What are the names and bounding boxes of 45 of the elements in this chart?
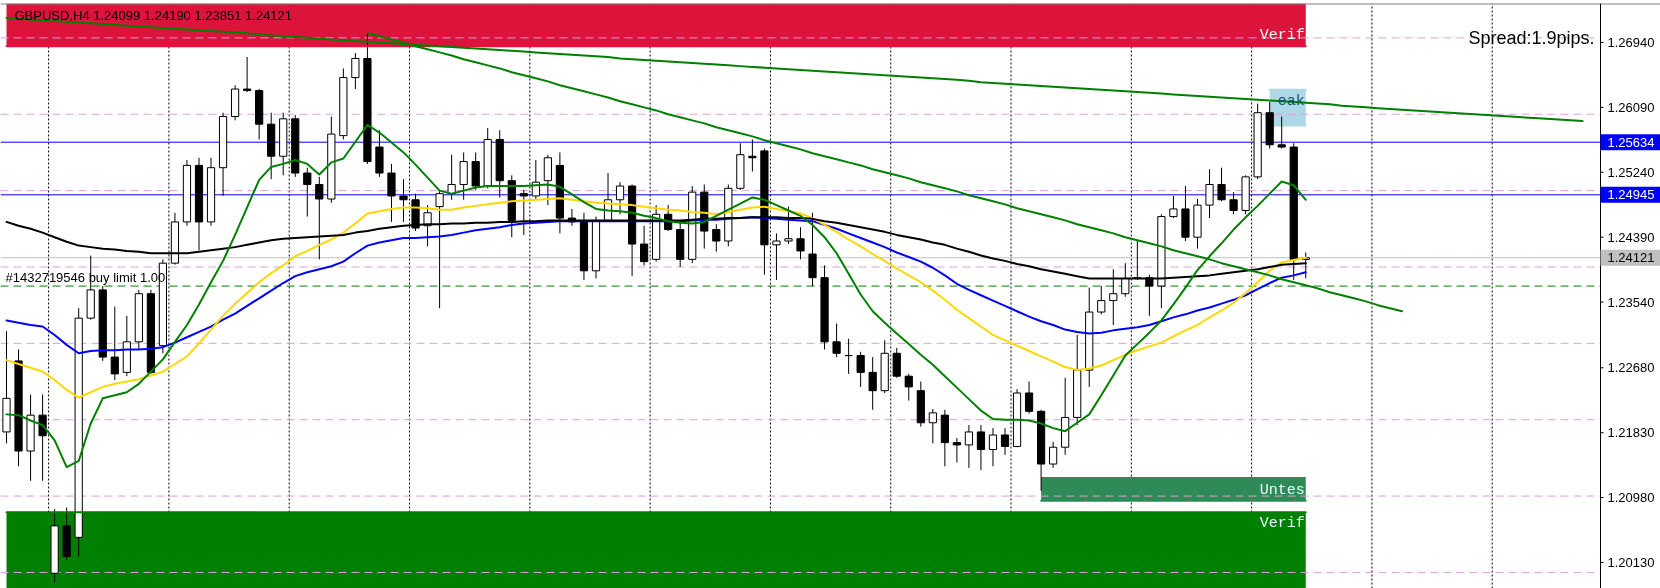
candlestick	[796, 226, 805, 260]
series-label: Verif	[1259, 27, 1305, 45]
candlestick	[964, 424, 974, 469]
candlestick	[351, 52, 360, 90]
candlestick	[1217, 167, 1226, 202]
candlestick	[1024, 381, 1034, 415]
annotation: Spread:1.9pips.	[1468, 27, 1595, 48]
candlestick	[543, 154, 552, 206]
candlestick	[1169, 195, 1178, 219]
candlestick	[303, 167, 312, 218]
y-tick-label: 1.25240	[1607, 164, 1655, 180]
candlestick	[1049, 441, 1058, 469]
candlestick	[904, 373, 913, 402]
candlestick	[952, 437, 961, 463]
y-tick-label: 1.26940	[1607, 34, 1655, 50]
ref-line-label: 1.24121	[1607, 250, 1655, 266]
candlestick	[615, 181, 625, 215]
candlestick	[459, 151, 468, 201]
candlestick	[1277, 116, 1286, 150]
candlestick	[976, 424, 986, 471]
chart-title: GBPUSD,H4 1.24099 1.24190 1.23851 1.24121	[14, 7, 293, 23]
candlestick	[748, 138, 757, 173]
y-tick-label: 1.26090	[1607, 99, 1655, 115]
candlestick	[1229, 191, 1238, 215]
candlestick	[243, 56, 252, 93]
y-tick-label: 1.21830	[1607, 425, 1655, 441]
candlestick	[928, 408, 937, 444]
candlestick	[387, 163, 396, 223]
candlestick	[856, 351, 865, 388]
y-tick-label: 1.20130	[1607, 555, 1655, 571]
series-label: Verif	[1259, 515, 1305, 533]
y-tick-label: 1.22680	[1607, 360, 1655, 376]
candlestick	[988, 427, 998, 467]
y-tick-label: 1.20980	[1607, 490, 1655, 506]
candlestick	[110, 306, 119, 381]
y-tick-label: 1.24390	[1607, 229, 1655, 245]
candlestick	[712, 223, 721, 253]
candlestick	[832, 322, 841, 358]
series-label: Untes	[1259, 481, 1305, 499]
ref-line-label: 1.25634	[1607, 134, 1655, 150]
ref-line-label: 1.24945	[1607, 187, 1655, 203]
y-tick-label: 1.23540	[1607, 294, 1655, 310]
candlestick	[868, 356, 877, 411]
candlestick	[1205, 168, 1214, 219]
candlestick	[1097, 285, 1106, 315]
